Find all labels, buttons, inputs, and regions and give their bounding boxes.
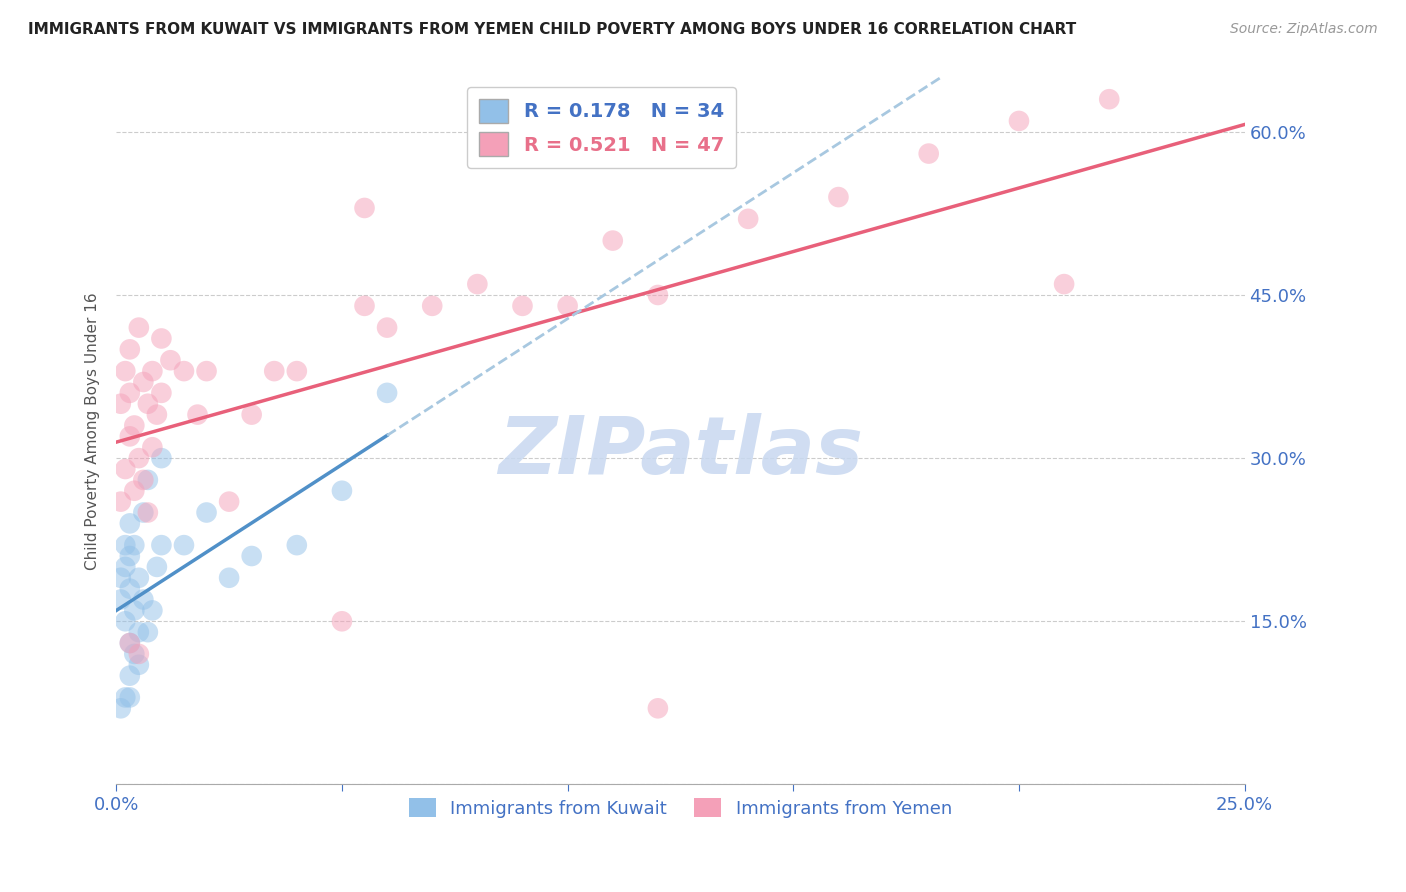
- Point: [557, 299, 579, 313]
- Point: [827, 190, 849, 204]
- Point: [128, 571, 150, 585]
- Point: [173, 364, 195, 378]
- Point: [132, 506, 155, 520]
- Point: [420, 299, 443, 313]
- Point: [124, 647, 146, 661]
- Point: [118, 429, 141, 443]
- Point: [128, 657, 150, 672]
- Point: [173, 538, 195, 552]
- Point: [114, 614, 136, 628]
- Point: [136, 625, 159, 640]
- Point: [602, 234, 624, 248]
- Point: [118, 668, 141, 682]
- Point: [467, 277, 489, 291]
- Point: [110, 571, 132, 585]
- Point: [186, 408, 208, 422]
- Text: IMMIGRANTS FROM KUWAIT VS IMMIGRANTS FROM YEMEN CHILD POVERTY AMONG BOYS UNDER 1: IMMIGRANTS FROM KUWAIT VS IMMIGRANTS FRO…: [28, 22, 1077, 37]
- Point: [114, 538, 136, 552]
- Point: [110, 397, 132, 411]
- Point: [353, 299, 375, 313]
- Point: [150, 385, 173, 400]
- Point: [195, 364, 218, 378]
- Point: [375, 320, 398, 334]
- Point: [132, 375, 155, 389]
- Point: [110, 701, 132, 715]
- Point: [118, 516, 141, 531]
- Point: [150, 331, 173, 345]
- Point: [124, 483, 146, 498]
- Point: [353, 201, 375, 215]
- Point: [150, 538, 173, 552]
- Point: [141, 603, 163, 617]
- Point: [512, 299, 534, 313]
- Point: [124, 603, 146, 617]
- Point: [330, 483, 353, 498]
- Legend: Immigrants from Kuwait, Immigrants from Yemen: Immigrants from Kuwait, Immigrants from …: [402, 791, 959, 825]
- Point: [118, 343, 141, 357]
- Point: [240, 549, 263, 563]
- Point: [114, 364, 136, 378]
- Point: [136, 397, 159, 411]
- Point: [1053, 277, 1076, 291]
- Y-axis label: Child Poverty Among Boys Under 16: Child Poverty Among Boys Under 16: [86, 292, 100, 570]
- Point: [114, 690, 136, 705]
- Point: [150, 451, 173, 466]
- Point: [330, 614, 353, 628]
- Point: [124, 538, 146, 552]
- Text: ZIPatlas: ZIPatlas: [498, 413, 863, 491]
- Point: [118, 549, 141, 563]
- Point: [118, 582, 141, 596]
- Point: [647, 288, 669, 302]
- Point: [128, 320, 150, 334]
- Point: [737, 211, 759, 226]
- Text: Source: ZipAtlas.com: Source: ZipAtlas.com: [1230, 22, 1378, 37]
- Point: [218, 571, 240, 585]
- Point: [141, 440, 163, 454]
- Point: [118, 385, 141, 400]
- Point: [146, 408, 169, 422]
- Point: [136, 506, 159, 520]
- Point: [159, 353, 181, 368]
- Point: [375, 385, 398, 400]
- Point: [132, 592, 155, 607]
- Point: [195, 506, 218, 520]
- Point: [128, 647, 150, 661]
- Point: [141, 364, 163, 378]
- Point: [285, 538, 308, 552]
- Point: [118, 636, 141, 650]
- Point: [263, 364, 285, 378]
- Point: [118, 690, 141, 705]
- Point: [285, 364, 308, 378]
- Point: [918, 146, 941, 161]
- Point: [132, 473, 155, 487]
- Point: [240, 408, 263, 422]
- Point: [124, 418, 146, 433]
- Point: [1098, 92, 1121, 106]
- Point: [647, 701, 669, 715]
- Point: [128, 625, 150, 640]
- Point: [136, 473, 159, 487]
- Point: [1008, 114, 1031, 128]
- Point: [118, 636, 141, 650]
- Point: [110, 592, 132, 607]
- Point: [114, 462, 136, 476]
- Point: [146, 560, 169, 574]
- Point: [110, 494, 132, 508]
- Point: [114, 560, 136, 574]
- Point: [128, 451, 150, 466]
- Point: [218, 494, 240, 508]
